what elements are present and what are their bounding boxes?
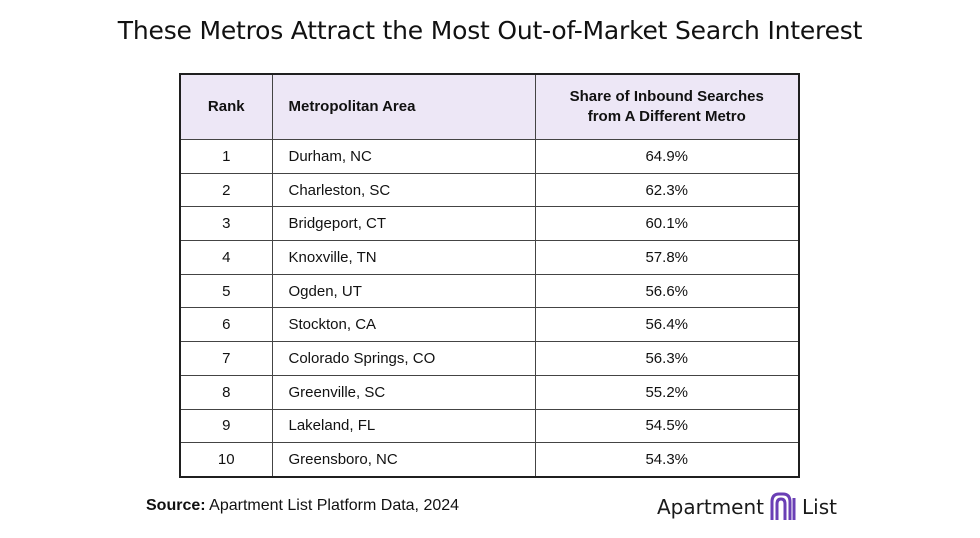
table-row: 8 Greenville, SC 55.2% [179,374,800,410]
cell-share: 56.6% [534,273,800,309]
cell-rank: 9 [179,408,273,444]
cell-metro: Colorado Springs, CO [271,341,536,376]
logo-right-text: List [802,495,837,519]
cell-rank: 5 [179,273,273,309]
cell-share: 60.1% [534,206,800,242]
cell-metro: Durham, NC [271,139,536,174]
cell-share: 57.8% [534,240,800,275]
cell-metro: Bridgeport, CT [271,206,536,242]
cell-share: 62.3% [534,172,800,208]
cell-metro: Lakeland, FL [271,408,536,444]
cell-rank: 7 [179,341,273,376]
table-row: 4 Knoxville, TN 57.8% [179,240,800,275]
chart-title: These Metros Attract the Most Out-of-Mar… [117,16,863,45]
cell-rank: 4 [179,240,273,275]
table-row: 1 Durham, NC 64.9% [179,139,800,174]
cell-share: 54.5% [534,408,800,444]
source-label: Source: [146,497,206,514]
metros-table: Rank Metropolitan Area Share of Inbound … [179,73,800,478]
header-share-line1: Share of Inbound Searches [569,88,764,105]
cell-metro: Charleston, SC [271,172,536,208]
table-row: 3 Bridgeport, CT 60.1% [179,206,800,242]
logo-left-text: Apartment [657,495,765,519]
table-row: 5 Ogden, UT 56.6% [179,273,800,309]
cell-metro: Stockton, CA [271,307,536,343]
cell-share: 64.9% [534,139,800,174]
cell-share: 55.2% [534,374,800,410]
table-row: 6 Stockton, CA 56.4% [179,307,800,343]
cell-rank: 8 [179,374,273,410]
cell-rank: 3 [179,206,273,242]
cell-rank: 2 [179,172,273,208]
table-header-row: Rank Metropolitan Area Share of Inbound … [179,73,800,140]
table-row: 10 Greensboro, NC 54.3% [179,442,800,478]
cell-metro: Knoxville, TN [271,240,536,275]
cell-metro: Greenville, SC [271,374,536,410]
apartment-list-logo-icon [770,492,796,520]
table-row: 9 Lakeland, FL 54.5% [179,408,800,444]
table-row: 7 Colorado Springs, CO 56.3% [179,341,800,376]
apartment-list-logo: Apartment List [657,492,837,522]
header-rank: Rank [179,73,273,140]
source-text: Apartment List Platform Data, 2024 [209,497,460,514]
cell-rank: 10 [179,442,273,478]
cell-rank: 1 [179,139,273,174]
header-metro: Metropolitan Area [271,73,536,140]
source-note: Source: Apartment List Platform Data, 20… [146,497,459,515]
header-share-line2: from A Different Metro [587,108,746,125]
cell-metro: Greensboro, NC [271,442,536,478]
table-row: 2 Charleston, SC 62.3% [179,172,800,208]
cell-share: 56.4% [534,307,800,343]
header-share: Share of Inbound Searches from A Differe… [534,73,800,140]
cell-share: 54.3% [534,442,800,478]
cell-metro: Ogden, UT [271,273,536,309]
cell-share: 56.3% [534,341,800,376]
cell-rank: 6 [179,307,273,343]
